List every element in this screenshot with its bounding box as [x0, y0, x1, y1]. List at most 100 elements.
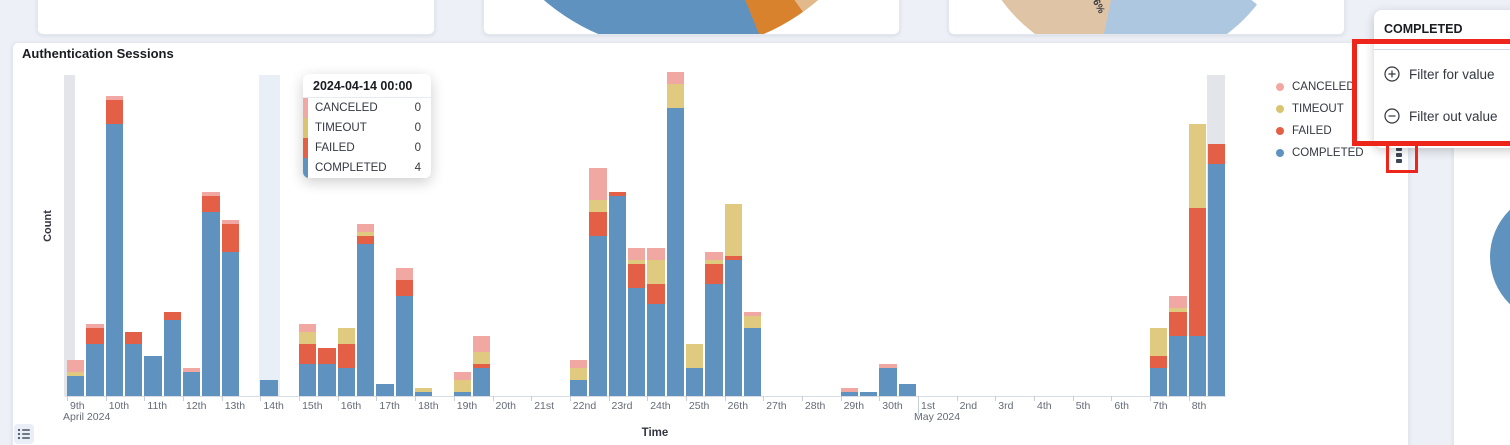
bar-segment-canceled[interactable] — [86, 324, 104, 328]
bar-segment-completed[interactable] — [1208, 164, 1226, 396]
bar-segment-completed[interactable] — [395, 296, 414, 396]
bar-segment-failed[interactable] — [1150, 356, 1168, 368]
bar-segment-completed[interactable] — [337, 368, 356, 396]
bar-segment-completed[interactable] — [743, 328, 762, 396]
bar-segment-canceled[interactable] — [183, 368, 201, 372]
bar-segment-failed[interactable] — [1169, 312, 1187, 336]
menu-item-filter-out-value[interactable]: Filter out value — [1384, 102, 1498, 130]
bar-segment-completed[interactable] — [879, 368, 897, 396]
bar-segment-canceled[interactable] — [67, 360, 85, 372]
bar-segment-timeout[interactable] — [473, 352, 491, 364]
legend-item-canceled[interactable]: CANCELED — [1276, 76, 1364, 98]
bar-segment-canceled[interactable] — [647, 248, 665, 260]
bar-segment-failed[interactable] — [1208, 144, 1226, 164]
bar-segment-completed[interactable] — [357, 244, 375, 396]
bar-segment-timeout[interactable] — [743, 316, 762, 328]
bar-segment-timeout[interactable] — [299, 332, 317, 344]
bar-segment-timeout[interactable] — [724, 204, 742, 256]
bar-segment-timeout[interactable] — [569, 368, 588, 380]
bar-segment-completed[interactable] — [724, 260, 742, 396]
bar-segment-canceled[interactable] — [627, 248, 646, 260]
bar-segment-timeout[interactable] — [67, 372, 85, 376]
bar-segment-completed[interactable] — [840, 392, 858, 396]
bar-segment-completed[interactable] — [105, 124, 124, 396]
bar-segment-canceled[interactable] — [221, 220, 240, 224]
bar-segment-timeout[interactable] — [357, 232, 375, 236]
bar-segment-timeout[interactable] — [685, 344, 704, 368]
bar-segment-completed[interactable] — [666, 108, 684, 396]
bar-segment-failed[interactable] — [647, 284, 665, 304]
bar-segment-completed[interactable] — [125, 344, 143, 396]
bar-segment-completed[interactable] — [376, 384, 394, 396]
bar-segment-completed[interactable] — [415, 392, 433, 396]
bar-segment-canceled[interactable] — [589, 168, 607, 200]
bar-segment-completed[interactable] — [473, 368, 491, 396]
bar-segment-completed[interactable] — [260, 380, 278, 396]
bar-segment-completed[interactable] — [202, 212, 220, 396]
bar-segment-canceled[interactable] — [879, 364, 897, 368]
menu-item-filter-for-value[interactable]: Filter for value — [1384, 60, 1495, 88]
bar-segment-timeout[interactable] — [589, 200, 607, 212]
bar-segment-failed[interactable] — [202, 196, 220, 212]
bar-segment-completed[interactable] — [608, 196, 626, 396]
bar-segment-timeout[interactable] — [705, 260, 723, 264]
bar-segment-canceled[interactable] — [705, 252, 723, 260]
bar-segment-failed[interactable] — [705, 264, 723, 284]
bar-segment-failed[interactable] — [473, 364, 491, 368]
bar-segment-canceled[interactable] — [395, 268, 414, 280]
legend-item-timeout[interactable]: TIMEOUT — [1276, 98, 1364, 120]
bar-segment-completed[interactable] — [569, 380, 588, 396]
bar-segment-failed[interactable] — [608, 192, 626, 196]
bar-segment-canceled[interactable] — [453, 372, 472, 380]
bar-segment-completed[interactable] — [1188, 336, 1207, 396]
bar-segment-completed[interactable] — [183, 372, 201, 396]
bar-segment-completed[interactable] — [627, 288, 646, 396]
bar-segment-completed[interactable] — [453, 392, 472, 396]
bar-segment-failed[interactable] — [163, 312, 182, 320]
bar-segment-canceled[interactable] — [299, 324, 317, 332]
bar-segment-completed[interactable] — [1150, 368, 1168, 396]
bar-segment-timeout[interactable] — [1169, 308, 1187, 312]
bar-segment-completed[interactable] — [318, 364, 336, 396]
bar-segment-completed[interactable] — [859, 392, 878, 396]
bar-segment-timeout[interactable] — [337, 328, 356, 344]
bar-segment-completed[interactable] — [163, 320, 182, 396]
bar-segment-canceled[interactable] — [743, 312, 762, 316]
bar-segment-completed[interactable] — [705, 284, 723, 396]
bar-segment-canceled[interactable] — [1169, 296, 1187, 308]
bar-segment-failed[interactable] — [105, 100, 124, 124]
bar-segment-completed[interactable] — [299, 364, 317, 396]
bar-segment-completed[interactable] — [647, 304, 665, 396]
bar-segment-completed[interactable] — [898, 384, 916, 396]
bar-segment-timeout[interactable] — [453, 380, 472, 392]
bar-segment-timeout[interactable] — [415, 388, 433, 392]
bar-segment-timeout[interactable] — [627, 260, 646, 264]
bar-segment-canceled[interactable] — [357, 224, 375, 232]
legend-item-failed[interactable]: FAILED — [1276, 120, 1364, 142]
bar-segment-timeout[interactable] — [1188, 124, 1207, 208]
legend-actions-icon[interactable] — [1391, 146, 1407, 164]
bar-segment-canceled[interactable] — [666, 72, 684, 84]
bar-segment-timeout[interactable] — [1150, 328, 1168, 356]
bar-segment-failed[interactable] — [125, 332, 143, 344]
bar-segment-failed[interactable] — [724, 256, 742, 260]
legend-item-completed[interactable]: COMPLETED — [1276, 142, 1364, 164]
bar-segment-completed[interactable] — [685, 368, 704, 396]
bar-segment-completed[interactable] — [221, 252, 240, 396]
bar-segment-failed[interactable] — [395, 280, 414, 296]
bar-segment-failed[interactable] — [86, 328, 104, 344]
bar-segment-failed[interactable] — [627, 264, 646, 288]
bar-segment-failed[interactable] — [318, 348, 336, 364]
bar-segment-canceled[interactable] — [473, 336, 491, 352]
bar-segment-failed[interactable] — [337, 344, 356, 368]
bar-segment-failed[interactable] — [357, 236, 375, 244]
bar-segment-canceled[interactable] — [840, 388, 858, 392]
bar-segment-completed[interactable] — [1169, 336, 1187, 396]
bar-segment-failed[interactable] — [589, 212, 607, 236]
bar-segment-failed[interactable] — [299, 344, 317, 364]
bar-segment-completed[interactable] — [67, 376, 85, 396]
bar-segment-failed[interactable] — [221, 224, 240, 252]
bar-segment-timeout[interactable] — [666, 84, 684, 108]
bar-segment-canceled[interactable] — [105, 96, 124, 100]
bar-segment-timeout[interactable] — [647, 260, 665, 284]
